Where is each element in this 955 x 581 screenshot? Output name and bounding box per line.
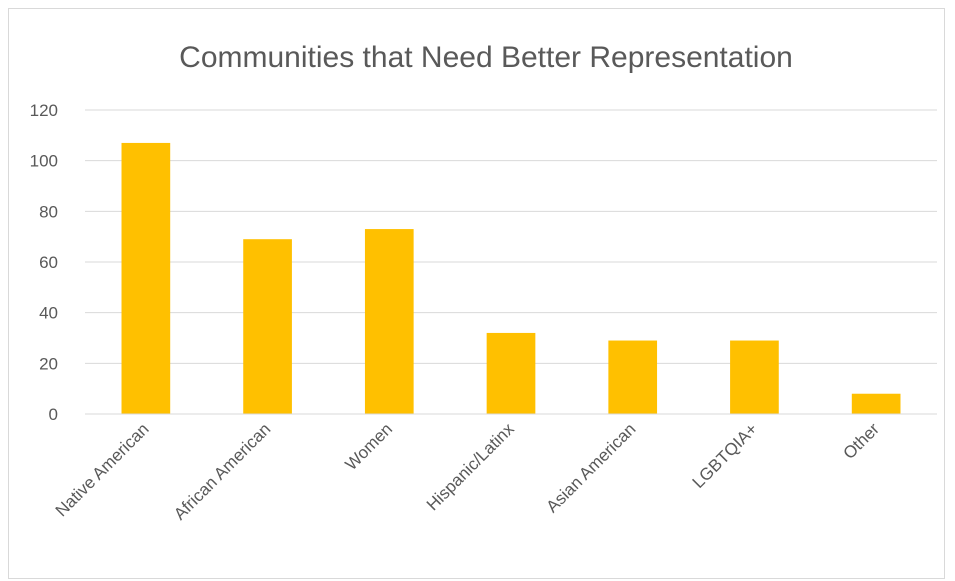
x-tick-label: LGBTQIA+	[689, 419, 762, 492]
x-tick-label: Other	[839, 419, 883, 463]
bar-african-american	[243, 239, 292, 414]
y-tick-label: 60	[39, 253, 58, 272]
x-tick-label: Native American	[52, 419, 153, 520]
x-tick-label: Women	[341, 419, 396, 474]
bar-native-american	[121, 142, 171, 414]
x-tick-label: Hispanic/Latinx	[423, 419, 518, 514]
chart-title: Communities that Need Better Representat…	[179, 41, 793, 74]
y-axis-tick-labels: 0 20 40 60 80 100 120	[30, 101, 58, 424]
x-axis-category-labels: Native American African American Women Hisp…	[52, 419, 883, 524]
y-tick-label: 40	[39, 304, 58, 323]
gridlines	[85, 109, 937, 364]
y-tick-label: 120	[30, 101, 58, 120]
y-tick-label: 0	[49, 405, 58, 424]
bars	[121, 142, 901, 414]
bar-lgbtqia-	[730, 340, 779, 414]
y-tick-label: 100	[30, 152, 58, 171]
bar-hispanic-latinx	[486, 332, 536, 414]
bar-other	[851, 393, 901, 414]
x-tick-label: African American	[170, 419, 274, 523]
bar-women	[364, 229, 414, 414]
bar-asian-american	[608, 340, 658, 414]
y-tick-label: 20	[39, 354, 58, 373]
x-tick-label: Asian American	[543, 419, 640, 516]
y-tick-label: 80	[39, 202, 58, 221]
